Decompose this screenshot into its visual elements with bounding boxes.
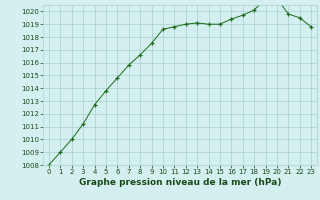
X-axis label: Graphe pression niveau de la mer (hPa): Graphe pression niveau de la mer (hPa) bbox=[79, 178, 281, 187]
